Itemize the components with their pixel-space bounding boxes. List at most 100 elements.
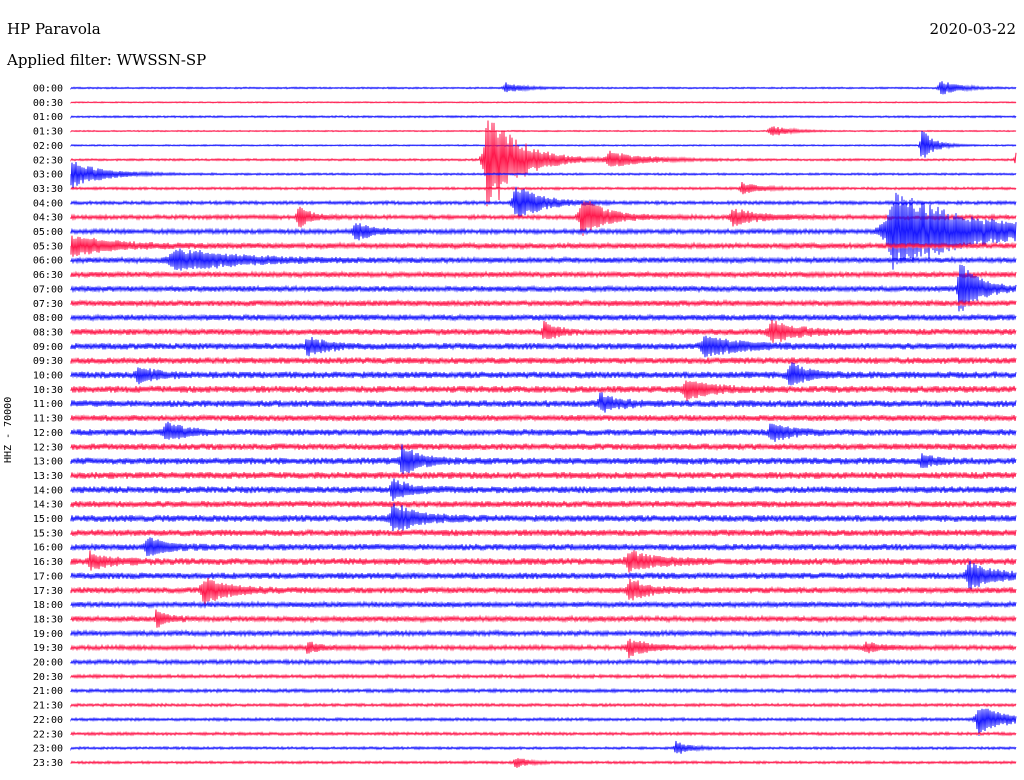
time-label: 16:00 <box>33 543 63 554</box>
trace-line <box>70 162 1017 189</box>
time-label: 06:30 <box>33 270 63 281</box>
time-label: 02:00 <box>33 141 63 152</box>
time-label: 23:00 <box>33 744 63 755</box>
time-label: 10:00 <box>33 371 63 382</box>
trace-line <box>70 658 1017 666</box>
time-label: 22:00 <box>33 715 63 726</box>
trace-line <box>70 270 1017 280</box>
time-label: 04:30 <box>33 213 63 224</box>
time-label: 08:00 <box>33 313 63 324</box>
trace-line <box>70 380 1017 402</box>
time-label: 00:00 <box>33 84 63 95</box>
time-label: 17:00 <box>33 571 63 582</box>
trace-line <box>70 609 1017 628</box>
time-label: 16:30 <box>33 557 63 568</box>
trace-line <box>70 248 1017 271</box>
time-label: 01:30 <box>33 127 63 138</box>
trace-line <box>70 560 1017 590</box>
time-label: 03:30 <box>33 184 63 195</box>
trace-line <box>70 503 1017 532</box>
filter-label: Applied filter: WWSSN-SP <box>7 51 207 69</box>
trace-line <box>70 550 1017 573</box>
trace-line <box>70 537 1017 557</box>
time-label: 15:30 <box>33 528 63 539</box>
time-label: 20:00 <box>33 658 63 669</box>
time-label: 09:30 <box>33 356 63 367</box>
trace-line <box>70 740 1017 754</box>
trace-line <box>70 235 1017 257</box>
time-label: 20:30 <box>33 672 63 683</box>
trace-line <box>70 126 1017 136</box>
trace-line <box>70 444 1017 475</box>
trace-line <box>70 100 1017 104</box>
trace-line <box>70 81 1017 95</box>
time-label: 22:30 <box>33 729 63 740</box>
trace-line <box>70 471 1017 480</box>
time-label: 15:00 <box>33 514 63 525</box>
time-label: 23:30 <box>33 758 63 769</box>
time-label: 13:00 <box>33 457 63 468</box>
time-label: 18:00 <box>33 600 63 611</box>
trace-line <box>70 577 1017 606</box>
trace-line <box>70 638 1017 659</box>
time-label: 18:30 <box>33 614 63 625</box>
trace-line <box>70 442 1017 452</box>
trace-line <box>70 758 1017 768</box>
time-label: 05:30 <box>33 241 63 252</box>
trace-line <box>70 499 1017 509</box>
time-label: 13:30 <box>33 471 63 482</box>
time-label: 06:00 <box>33 256 63 267</box>
trace-line <box>70 192 1017 270</box>
time-label: 08:30 <box>33 327 63 338</box>
time-label: 14:30 <box>33 500 63 511</box>
trace-line <box>70 356 1017 366</box>
time-label: 01:00 <box>33 112 63 123</box>
trace-line <box>70 687 1017 694</box>
trace-line <box>70 186 1017 218</box>
trace-line <box>70 731 1017 737</box>
time-label: 02:30 <box>33 155 63 166</box>
time-label: 19:00 <box>33 629 63 640</box>
trace-line <box>70 708 1017 736</box>
trace-line <box>70 362 1017 386</box>
time-label: 14:00 <box>33 485 63 496</box>
time-label: 21:00 <box>33 686 63 697</box>
trace-line <box>70 182 1017 195</box>
trace-line <box>70 392 1017 413</box>
trace-line <box>70 120 1017 207</box>
trace-line <box>70 628 1017 638</box>
trace-line <box>70 264 1017 312</box>
station-title: HP Paravola <box>7 20 101 38</box>
time-label: 10:30 <box>33 385 63 396</box>
time-label: 12:30 <box>33 442 63 453</box>
time-label: 07:30 <box>33 299 63 310</box>
time-label: 04:00 <box>33 198 63 209</box>
time-label: 21:30 <box>33 701 63 712</box>
time-label: 05:00 <box>33 227 63 238</box>
time-label: 12:00 <box>33 428 63 439</box>
trace-line <box>70 421 1017 442</box>
time-label: 11:30 <box>33 414 63 425</box>
date-label: 2020-03-22 <box>929 20 1016 38</box>
trace-line <box>70 673 1017 680</box>
time-label: 03:00 <box>33 170 63 181</box>
time-label: 07:00 <box>33 284 63 295</box>
time-label: 09:00 <box>33 342 63 353</box>
trace-line <box>70 702 1017 709</box>
time-label: 17:30 <box>33 586 63 597</box>
trace-line <box>70 335 1017 358</box>
trace-line <box>70 600 1017 610</box>
trace-line <box>70 528 1017 538</box>
trace-line <box>70 413 1017 423</box>
trace-line <box>70 201 1017 236</box>
trace-line <box>70 130 1017 158</box>
time-label: 11:00 <box>33 399 63 410</box>
trace-line <box>70 114 1017 119</box>
time-label: 19:30 <box>33 643 63 654</box>
trace-line <box>70 478 1017 501</box>
trace-line <box>70 313 1017 322</box>
trace-line <box>70 298 1017 308</box>
trace-line <box>70 319 1017 343</box>
time-label: 00:30 <box>33 98 63 109</box>
